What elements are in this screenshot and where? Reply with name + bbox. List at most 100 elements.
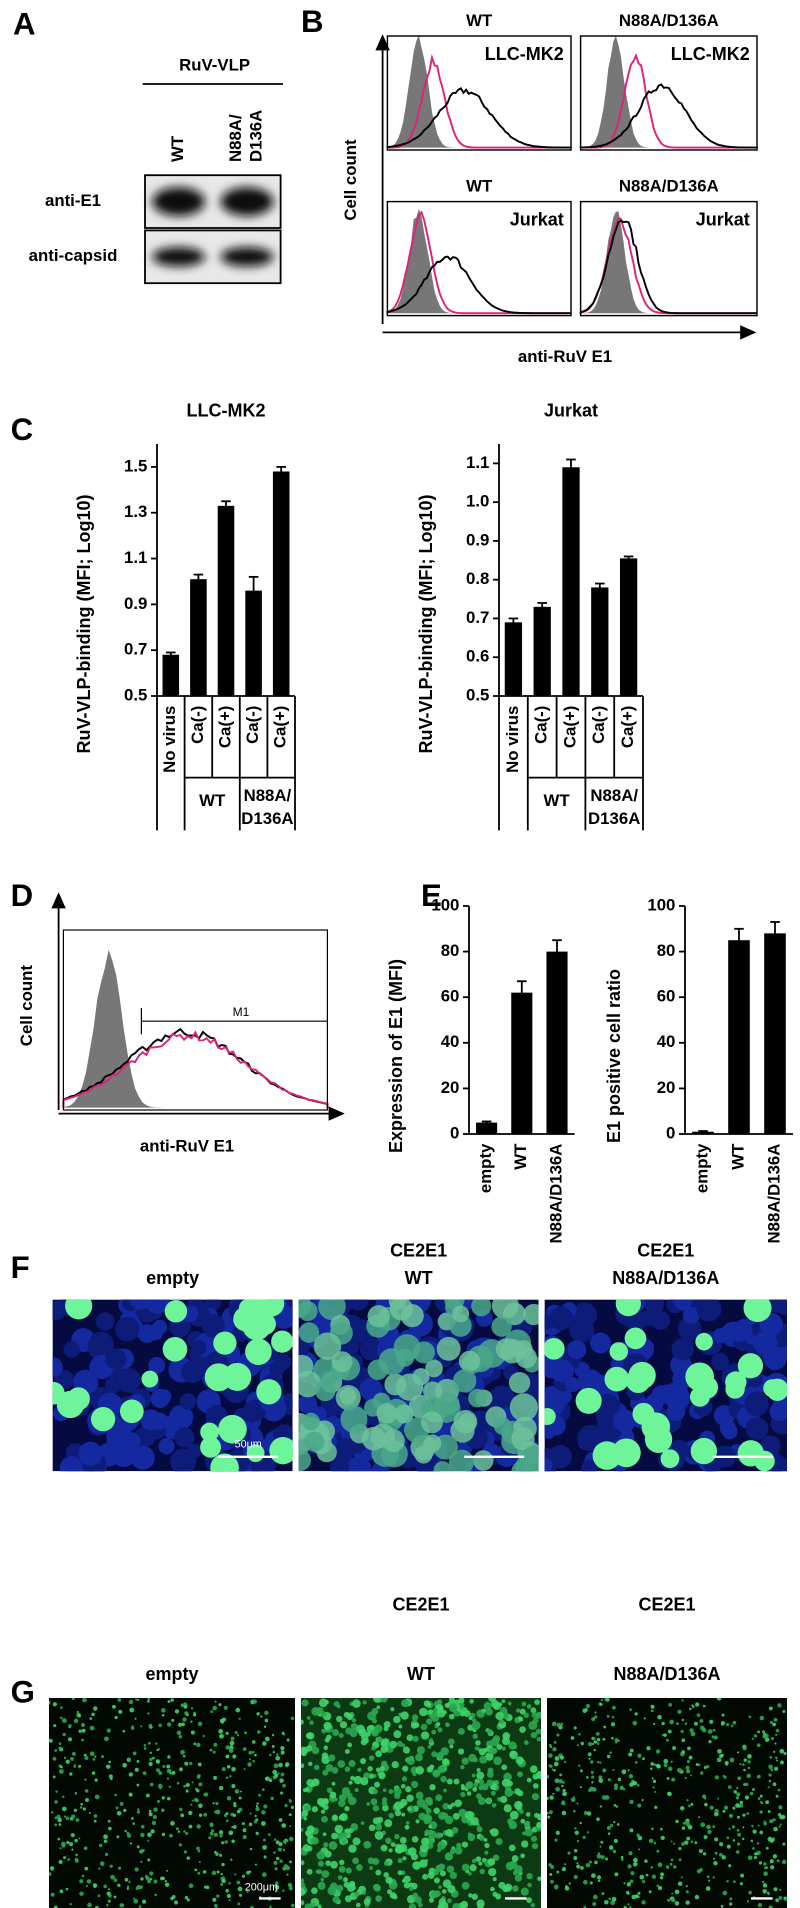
cell — [609, 1751, 612, 1754]
cell — [648, 1890, 652, 1894]
cell — [466, 1791, 472, 1796]
cell — [169, 1833, 173, 1838]
cell — [524, 1828, 533, 1837]
cell — [71, 1698, 75, 1701]
cells — [52, 1299, 293, 1472]
cell — [361, 1890, 366, 1895]
cell — [357, 1767, 362, 1772]
cell — [430, 1890, 439, 1899]
cell — [614, 1738, 619, 1743]
cell — [280, 1791, 284, 1795]
cell — [628, 1752, 633, 1757]
cell — [143, 1744, 147, 1747]
cell — [781, 1814, 786, 1820]
cell — [400, 1711, 409, 1720]
cell — [153, 1879, 158, 1884]
cell — [570, 1797, 576, 1803]
cell — [76, 1710, 79, 1713]
cell — [178, 1734, 183, 1739]
cell — [389, 1740, 398, 1749]
cell — [536, 1821, 541, 1829]
nucleus — [179, 1393, 197, 1410]
cell — [321, 1815, 328, 1823]
cell — [106, 1903, 109, 1907]
cell — [106, 1891, 111, 1896]
cell — [176, 1781, 180, 1785]
nucleus — [150, 1388, 170, 1409]
cell — [344, 1748, 350, 1755]
cell — [461, 1841, 468, 1848]
cell — [376, 1736, 383, 1743]
cell — [554, 1778, 560, 1783]
nucleus — [147, 1324, 164, 1341]
cell — [214, 1903, 218, 1908]
cell — [752, 1829, 757, 1834]
cell — [471, 1299, 492, 1317]
plot-frame — [62, 929, 328, 1111]
cell — [632, 1720, 638, 1726]
cell — [282, 1889, 285, 1893]
cell — [339, 1813, 348, 1822]
x-tick-label: Ca(-) — [589, 706, 608, 744]
cell — [397, 1870, 403, 1876]
cell — [703, 1835, 708, 1839]
cell — [535, 1728, 541, 1735]
cell — [367, 1766, 373, 1772]
cell — [306, 1779, 314, 1787]
cell — [192, 1713, 197, 1717]
cell — [713, 1811, 719, 1817]
nucleus — [728, 1322, 748, 1342]
cell — [210, 1710, 214, 1714]
cell — [320, 1809, 326, 1814]
cell — [309, 1902, 316, 1908]
cell — [425, 1359, 443, 1378]
cell — [548, 1764, 552, 1767]
cell — [574, 1827, 577, 1830]
cell — [437, 1841, 446, 1850]
cell — [629, 1799, 634, 1805]
cell — [682, 1821, 686, 1825]
cell — [530, 1902, 536, 1908]
cell — [252, 1699, 258, 1704]
cell — [637, 1835, 643, 1841]
x-tick-label: Ca(+) — [271, 706, 290, 748]
cell — [86, 1884, 89, 1888]
cell — [431, 1751, 438, 1758]
cell — [366, 1802, 371, 1806]
cell — [106, 1764, 111, 1769]
cell — [106, 1728, 111, 1733]
cell — [729, 1902, 733, 1906]
cell — [596, 1853, 602, 1859]
cell — [255, 1806, 260, 1812]
cell — [225, 1776, 229, 1780]
cell — [273, 1763, 279, 1769]
cell — [690, 1774, 693, 1777]
cell — [283, 1733, 286, 1736]
cell — [632, 1861, 638, 1867]
cell — [602, 1737, 606, 1741]
cell — [60, 1765, 63, 1769]
cell — [341, 1787, 351, 1796]
cell — [137, 1808, 140, 1811]
cell — [311, 1707, 320, 1716]
group-label: WT — [199, 791, 226, 810]
cell — [94, 1778, 98, 1782]
cell — [772, 1782, 777, 1787]
cell — [308, 1761, 313, 1766]
cell — [551, 1721, 557, 1727]
cell — [254, 1814, 257, 1818]
cell — [428, 1830, 437, 1839]
cell — [604, 1366, 630, 1392]
cell — [612, 1849, 617, 1854]
cell — [74, 1858, 79, 1863]
cell — [529, 1765, 538, 1774]
cell — [708, 1740, 712, 1744]
cell — [475, 1740, 481, 1746]
cell — [377, 1822, 382, 1827]
cell — [586, 1811, 592, 1816]
cell — [720, 1753, 724, 1757]
cell — [254, 1313, 276, 1335]
bar — [162, 654, 180, 696]
cell — [55, 1790, 58, 1793]
cell — [681, 1699, 684, 1702]
